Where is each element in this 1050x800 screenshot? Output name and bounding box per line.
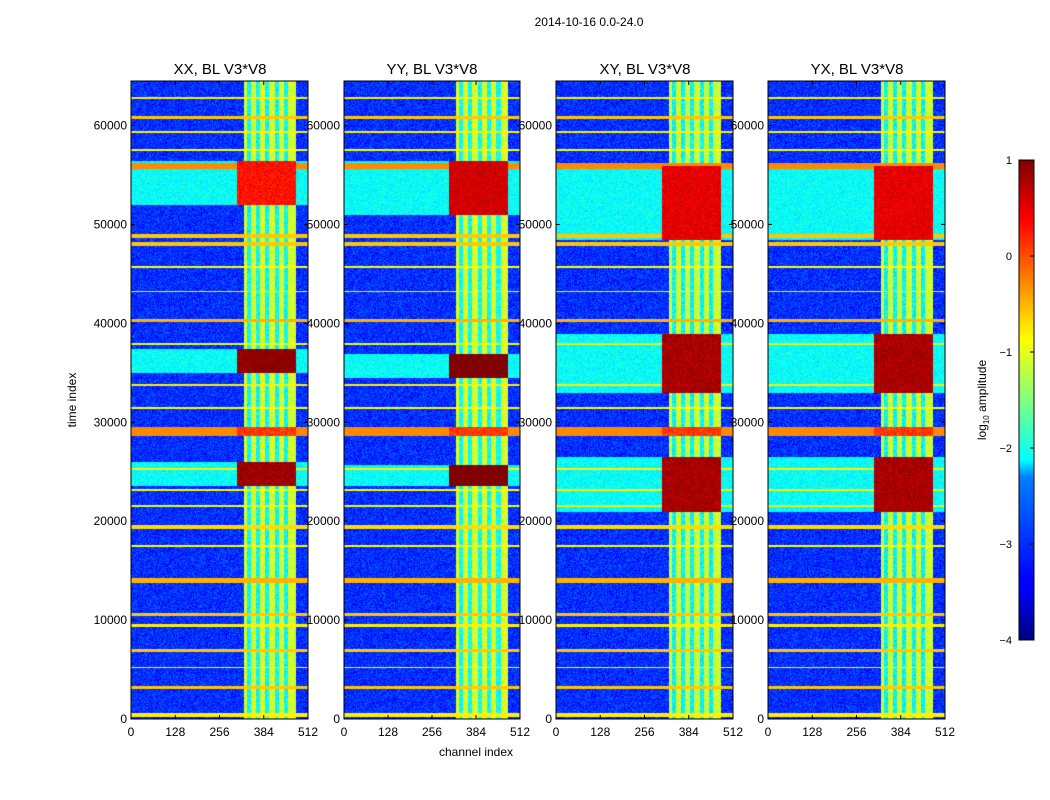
y-tick-label: 30000 <box>519 415 553 429</box>
y-tick-label: 10000 <box>307 613 341 627</box>
y-tick-label: 40000 <box>731 316 765 330</box>
y-tick-label: 30000 <box>307 415 341 429</box>
x-tick-label: 384 <box>679 725 699 739</box>
x-tick-label: 256 <box>209 725 229 739</box>
colorbar-label-base: 10 <box>982 415 991 424</box>
x-tick-label: 512 <box>510 725 530 739</box>
x-tick-label: 0 <box>553 725 560 739</box>
colorbar-tick-label: −1 <box>999 347 1012 359</box>
colorbar-tick-label: −4 <box>999 635 1012 647</box>
x-tick-label: 0 <box>765 725 772 739</box>
colorbar-ticks: −4 −3 −2 −1 0 1 <box>999 155 1034 647</box>
x-tick-label: 128 <box>802 725 822 739</box>
x-tick-label: 256 <box>634 725 654 739</box>
heatmap-image-yx <box>768 81 945 719</box>
x-tick-label: 256 <box>846 725 866 739</box>
y-tick-label: 10000 <box>94 613 128 627</box>
y-tick-label: 30000 <box>731 415 765 429</box>
y-tick-label: 10000 <box>731 613 765 627</box>
y-tick-label: 60000 <box>307 119 341 133</box>
x-tick-label: 128 <box>590 725 610 739</box>
x-tick-label: 256 <box>422 725 442 739</box>
y-tick-label: 60000 <box>94 119 128 133</box>
y-tick-label: 50000 <box>94 217 128 231</box>
panel-xy: XY, BL V3*V8 <box>555 61 734 720</box>
panel-xx: XX, BL V3*V8 <box>130 61 309 720</box>
y-tick-label: 0 <box>545 712 552 726</box>
colorbar-label-log: log <box>975 424 989 440</box>
colorbar-tick-label: −3 <box>999 539 1012 551</box>
y-axis-label: time index <box>65 373 79 428</box>
y-tick-label: 20000 <box>94 514 128 528</box>
figure-suptitle: 2014-10-16 0.0-24.0 <box>535 15 644 29</box>
colorbar-label: log10 amplitude <box>975 360 991 441</box>
colorbar-label-amplitude: amplitude <box>975 360 989 416</box>
panel-title-xy: XY, BL V3*V8 <box>600 61 691 78</box>
y-tick-label: 40000 <box>307 316 341 330</box>
y-tick-label: 0 <box>333 712 340 726</box>
heatmap-image-xy <box>556 81 733 719</box>
y-tick-label: 10000 <box>519 613 553 627</box>
x-tick-label: 384 <box>891 725 911 739</box>
axis-ticks: 0 128 256 384 512 0 10000 20000 30000 40000 50000 6… <box>94 81 955 739</box>
x-tick-label: 512 <box>935 725 955 739</box>
y-tick-label: 20000 <box>307 514 341 528</box>
y-tick-label: 30000 <box>94 415 128 429</box>
y-tick-label: 50000 <box>731 217 765 231</box>
panel-title-yy: YY, BL V3*V8 <box>387 61 478 78</box>
x-tick-label: 512 <box>723 725 743 739</box>
x-tick-label: 512 <box>298 725 318 739</box>
y-tick-label: 20000 <box>519 514 553 528</box>
heatmap-image-xx <box>131 81 308 719</box>
y-tick-label: 50000 <box>307 217 341 231</box>
y-tick-label: 40000 <box>519 316 553 330</box>
y-tick-label: 40000 <box>94 316 128 330</box>
heatmap-image-yy <box>344 81 520 719</box>
x-tick-label: 384 <box>466 725 486 739</box>
x-tick-label: 0 <box>128 725 135 739</box>
x-axis-label: channel index <box>439 745 513 759</box>
y-tick-label: 60000 <box>519 119 553 133</box>
x-tick-label: 384 <box>254 725 274 739</box>
panel-yx: YX, BL V3*V8 <box>767 61 946 720</box>
panel-yy: YY, BL V3*V8 <box>343 61 521 720</box>
colorbar-gradient <box>1018 159 1035 641</box>
x-tick-label: 128 <box>378 725 398 739</box>
y-tick-label: 0 <box>120 712 127 726</box>
y-tick-label: 50000 <box>519 217 553 231</box>
x-tick-label: 0 <box>341 725 348 739</box>
panel-title-xx: XX, BL V3*V8 <box>174 61 267 78</box>
x-tick-label: 128 <box>165 725 185 739</box>
panel-title-yx: YX, BL V3*V8 <box>811 61 904 78</box>
colorbar-tick-label: −2 <box>999 443 1012 455</box>
y-tick-label: 20000 <box>731 514 765 528</box>
y-tick-label: 60000 <box>731 119 765 133</box>
colorbar: −4 −3 −2 −1 0 1 log10 amplitude <box>975 155 1035 647</box>
colorbar-tick-label: 1 <box>1006 155 1012 167</box>
y-tick-label: 0 <box>757 712 764 726</box>
colorbar-tick-label: 0 <box>1006 251 1012 263</box>
